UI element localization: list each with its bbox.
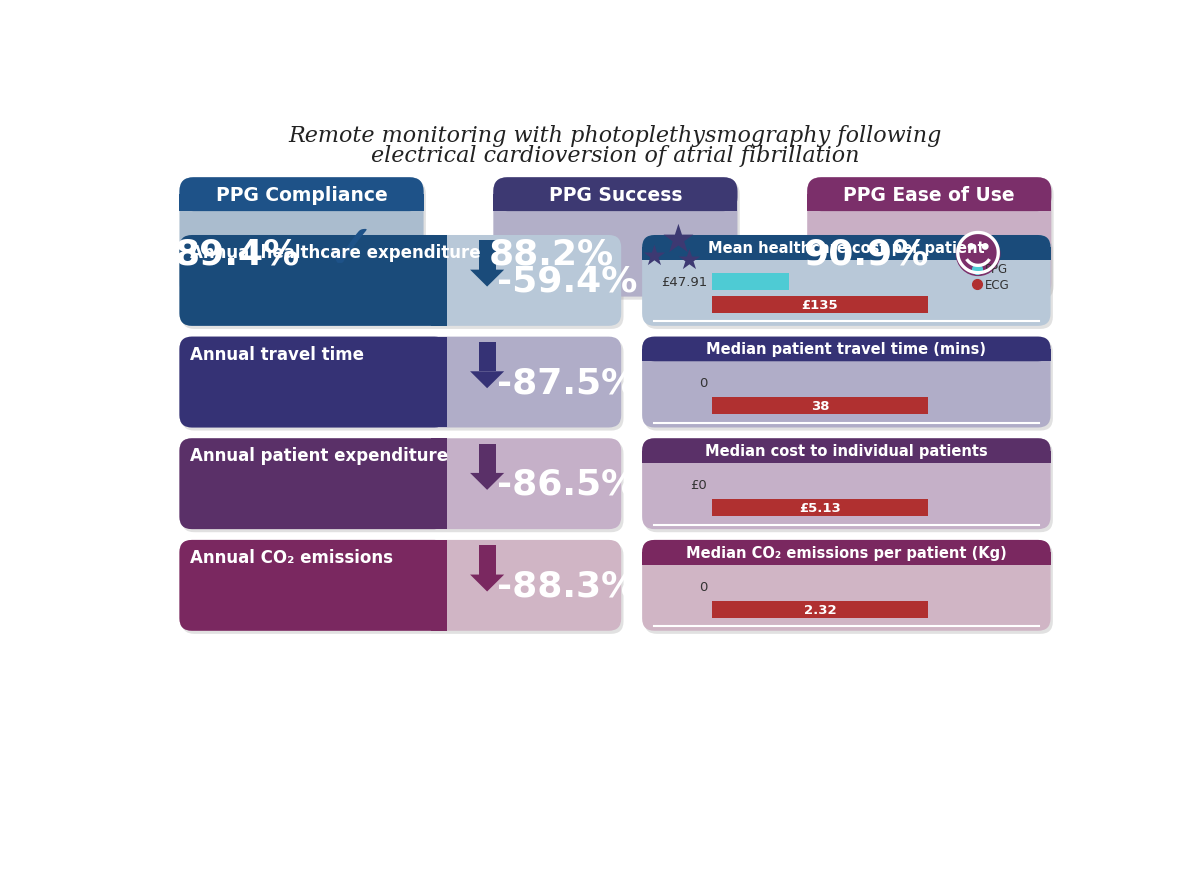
Text: PPG Ease of Use: PPG Ease of Use xyxy=(844,185,1015,205)
FancyBboxPatch shape xyxy=(181,239,624,330)
FancyBboxPatch shape xyxy=(180,236,446,326)
Text: Annual patient expenditure: Annual patient expenditure xyxy=(191,447,449,465)
FancyBboxPatch shape xyxy=(642,439,1050,529)
Bar xyxy=(479,444,496,474)
Bar xyxy=(712,398,928,415)
Bar xyxy=(642,451,1050,463)
FancyBboxPatch shape xyxy=(180,540,622,631)
Text: Median patient travel time (mins): Median patient travel time (mins) xyxy=(707,342,986,357)
Text: £5.13: £5.13 xyxy=(799,502,841,514)
FancyBboxPatch shape xyxy=(642,540,1050,631)
FancyBboxPatch shape xyxy=(180,337,622,428)
Circle shape xyxy=(956,233,1000,276)
Text: electrical cardioversion of atrial fibrillation: electrical cardioversion of atrial fibri… xyxy=(371,145,859,166)
Text: ✓: ✓ xyxy=(324,220,377,282)
Text: ★: ★ xyxy=(661,222,696,259)
Bar xyxy=(431,236,446,326)
Text: PPG: PPG xyxy=(985,263,1008,276)
Text: 89.4%: 89.4% xyxy=(175,238,300,272)
FancyBboxPatch shape xyxy=(180,540,446,631)
FancyBboxPatch shape xyxy=(180,178,424,212)
FancyBboxPatch shape xyxy=(808,178,1051,212)
FancyBboxPatch shape xyxy=(642,337,1050,362)
FancyBboxPatch shape xyxy=(181,442,624,533)
Bar xyxy=(808,195,1051,212)
Text: ★: ★ xyxy=(677,247,702,274)
Bar xyxy=(431,439,446,529)
FancyBboxPatch shape xyxy=(181,181,426,300)
Text: 0: 0 xyxy=(698,580,707,593)
FancyBboxPatch shape xyxy=(810,181,1054,300)
Bar xyxy=(431,337,446,428)
FancyBboxPatch shape xyxy=(642,236,1050,260)
Text: Median cost to individual patients: Median cost to individual patients xyxy=(704,443,988,459)
Text: Remote monitoring with photoplethysmography following: Remote monitoring with photoplethysmogra… xyxy=(288,125,942,147)
Text: -87.5%: -87.5% xyxy=(497,366,637,400)
FancyBboxPatch shape xyxy=(642,439,1050,463)
Text: ECG: ECG xyxy=(985,278,1009,291)
FancyBboxPatch shape xyxy=(180,178,424,298)
Text: 88.2%: 88.2% xyxy=(488,238,614,272)
FancyBboxPatch shape xyxy=(493,178,738,212)
FancyBboxPatch shape xyxy=(644,442,1052,533)
Bar xyxy=(642,552,1050,565)
Bar xyxy=(493,195,738,212)
Bar xyxy=(642,248,1050,260)
FancyBboxPatch shape xyxy=(642,540,1050,565)
Text: Median CO₂ emissions per patient (Kg): Median CO₂ emissions per patient (Kg) xyxy=(686,545,1007,561)
Text: Mean healthcare cost per patient: Mean healthcare cost per patient xyxy=(708,240,985,256)
Polygon shape xyxy=(470,270,504,287)
Bar xyxy=(642,350,1050,362)
Bar xyxy=(180,195,424,212)
Polygon shape xyxy=(470,474,504,490)
Text: 38: 38 xyxy=(811,400,829,413)
Text: Annual healthcare expenditure: Annual healthcare expenditure xyxy=(191,244,481,262)
Text: 90.9%: 90.9% xyxy=(803,238,928,272)
FancyBboxPatch shape xyxy=(180,236,622,326)
Text: -88.3%: -88.3% xyxy=(497,569,637,603)
Bar xyxy=(712,500,928,517)
FancyBboxPatch shape xyxy=(642,236,1050,326)
Text: £135: £135 xyxy=(802,299,839,311)
Bar xyxy=(479,545,496,575)
FancyBboxPatch shape xyxy=(642,337,1050,428)
Text: ★: ★ xyxy=(641,242,666,270)
Text: Annual travel time: Annual travel time xyxy=(191,345,365,363)
FancyBboxPatch shape xyxy=(493,178,738,298)
FancyBboxPatch shape xyxy=(644,239,1052,330)
Bar xyxy=(712,274,788,291)
Text: £0: £0 xyxy=(690,478,707,492)
Text: -59.4%: -59.4% xyxy=(497,264,637,298)
FancyBboxPatch shape xyxy=(496,181,739,300)
Bar xyxy=(712,601,928,618)
FancyBboxPatch shape xyxy=(180,337,446,428)
FancyBboxPatch shape xyxy=(181,341,624,431)
FancyBboxPatch shape xyxy=(808,178,1051,298)
Text: £47.91: £47.91 xyxy=(661,275,707,289)
Text: PPG Success: PPG Success xyxy=(548,185,682,205)
Text: ☺: ☺ xyxy=(952,233,1004,281)
Text: PPG Compliance: PPG Compliance xyxy=(216,185,388,205)
FancyBboxPatch shape xyxy=(181,544,624,634)
Bar xyxy=(431,540,446,631)
Text: 0: 0 xyxy=(698,377,707,390)
Bar xyxy=(712,297,928,314)
Text: Annual CO₂ emissions: Annual CO₂ emissions xyxy=(191,548,394,566)
Bar xyxy=(479,241,496,270)
Polygon shape xyxy=(470,372,504,389)
FancyBboxPatch shape xyxy=(180,439,446,529)
FancyBboxPatch shape xyxy=(644,341,1052,431)
FancyBboxPatch shape xyxy=(180,439,622,529)
Text: -86.5%: -86.5% xyxy=(497,468,637,502)
Text: 2.32: 2.32 xyxy=(804,603,836,616)
Polygon shape xyxy=(470,575,504,592)
FancyBboxPatch shape xyxy=(644,544,1052,634)
Bar xyxy=(479,342,496,372)
